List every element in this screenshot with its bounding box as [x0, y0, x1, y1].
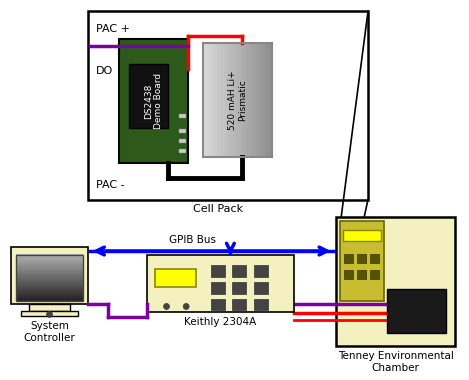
Bar	[203, 43, 206, 157]
Bar	[16, 298, 83, 301]
Bar	[119, 39, 188, 163]
Bar	[244, 43, 248, 157]
Bar	[226, 43, 229, 157]
Bar	[357, 254, 366, 263]
Bar	[211, 299, 225, 310]
Bar	[16, 287, 83, 289]
Bar	[16, 268, 83, 271]
Bar	[16, 275, 83, 278]
Bar	[147, 255, 294, 312]
Bar	[214, 43, 218, 157]
Text: Cell Pack: Cell Pack	[193, 204, 243, 214]
Bar	[155, 269, 196, 287]
Text: Keithly 2304A: Keithly 2304A	[184, 317, 257, 328]
Bar	[179, 139, 186, 143]
Bar	[203, 43, 272, 157]
Bar	[336, 217, 455, 346]
Bar	[386, 289, 446, 333]
Bar	[16, 264, 83, 266]
Bar	[263, 43, 266, 157]
Bar	[16, 291, 83, 294]
Bar	[254, 299, 268, 310]
Bar	[235, 43, 238, 157]
Bar	[267, 43, 271, 157]
Bar	[258, 43, 261, 157]
Text: System
Controller: System Controller	[23, 321, 76, 343]
Bar	[179, 114, 186, 118]
Bar	[16, 296, 83, 298]
Bar	[256, 43, 259, 157]
Bar	[260, 43, 264, 157]
Bar	[265, 43, 268, 157]
Bar	[253, 43, 257, 157]
Bar	[16, 261, 83, 264]
Bar	[240, 43, 243, 157]
Bar	[211, 282, 225, 294]
Bar	[251, 43, 254, 157]
Bar	[269, 43, 272, 157]
Bar	[16, 259, 83, 262]
Bar	[16, 266, 83, 269]
Bar	[29, 304, 70, 312]
Bar	[210, 43, 213, 157]
Bar	[88, 11, 368, 200]
Text: 520 mAH Li+
Prismatic: 520 mAH Li+ Prismatic	[227, 70, 247, 130]
Text: PAC -: PAC -	[96, 180, 124, 190]
Circle shape	[46, 312, 53, 317]
Bar	[16, 255, 83, 301]
Bar	[21, 312, 78, 317]
Bar	[340, 221, 384, 301]
Bar	[16, 293, 83, 296]
Bar	[343, 230, 381, 241]
Bar	[237, 43, 241, 157]
Text: Tenney Environmental
Chamber: Tenney Environmental Chamber	[338, 351, 454, 373]
Bar	[16, 282, 83, 285]
Text: DO: DO	[96, 66, 113, 76]
Bar	[16, 271, 83, 273]
Bar	[254, 265, 268, 277]
Bar	[16, 273, 83, 276]
Bar	[344, 270, 353, 279]
Text: GPIB Bus: GPIB Bus	[168, 235, 216, 245]
Bar	[232, 299, 246, 310]
Bar	[228, 43, 231, 157]
Text: DS2438
Demo Board: DS2438 Demo Board	[144, 73, 163, 129]
Bar	[247, 43, 250, 157]
Bar	[370, 270, 379, 279]
Bar	[16, 289, 83, 291]
Bar	[16, 284, 83, 287]
Bar	[232, 282, 246, 294]
Bar	[16, 255, 83, 257]
Bar	[179, 149, 186, 153]
Bar	[249, 43, 252, 157]
Bar	[11, 247, 88, 304]
Bar	[211, 265, 225, 277]
Bar	[129, 64, 168, 128]
Bar	[357, 270, 366, 279]
Bar	[179, 129, 186, 133]
Bar	[16, 257, 83, 260]
Bar	[233, 43, 236, 157]
Text: PAC +: PAC +	[96, 24, 130, 34]
Bar	[16, 280, 83, 282]
Bar	[254, 282, 268, 294]
Bar	[205, 43, 208, 157]
Bar	[230, 43, 234, 157]
Bar	[16, 277, 83, 280]
Circle shape	[183, 304, 189, 309]
Bar	[217, 43, 220, 157]
Bar	[370, 254, 379, 263]
Bar	[242, 43, 245, 157]
Bar	[232, 265, 246, 277]
Circle shape	[164, 304, 169, 309]
Bar	[219, 43, 222, 157]
Bar	[221, 43, 225, 157]
Bar	[224, 43, 227, 157]
Bar	[207, 43, 211, 157]
Bar	[344, 254, 353, 263]
Bar	[212, 43, 215, 157]
